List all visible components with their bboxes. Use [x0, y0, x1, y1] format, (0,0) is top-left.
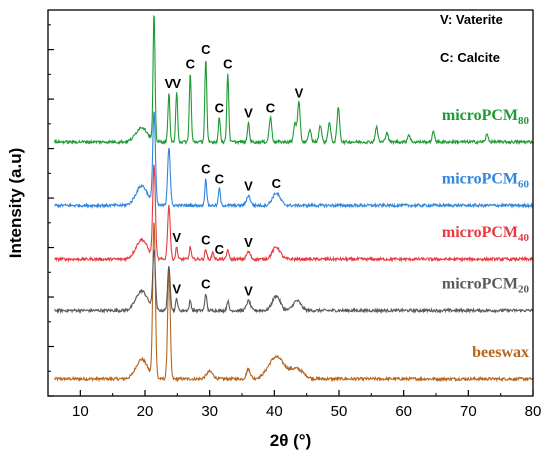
series-label-main: microPCM — [442, 224, 518, 241]
series-line-microPCM60 — [54, 111, 534, 210]
peak-annotation: V — [172, 76, 181, 91]
x-tick-label: 50 — [331, 403, 348, 420]
peak-annotation: C — [201, 232, 211, 247]
legend-note-vaterite: V: Vaterite — [440, 12, 503, 27]
peak-annotation: V — [244, 235, 253, 250]
legend-note-calcite: C: Calcite — [440, 50, 500, 65]
peak-annotation: V — [165, 76, 174, 91]
series-label-subscript: 40 — [518, 232, 530, 244]
x-tick-label: 70 — [460, 403, 477, 420]
peak-annotation: V — [244, 179, 253, 194]
series-label-main: microPCM — [442, 107, 518, 124]
x-tick-label: 60 — [395, 403, 412, 420]
series-line-microPCM80 — [53, 14, 534, 146]
axis-layer: 10 20 30 40 50 60 70 80 — [48, 24, 542, 420]
x-tick-label: 10 — [72, 403, 89, 420]
series-label-main: beeswax — [472, 344, 529, 361]
x-axis-title: 2θ (°) — [270, 431, 312, 450]
series-label-beeswax: beeswax — [472, 344, 529, 361]
series-label-layer: beeswaxmicroPCM20microPCM40microPCM60mic… — [442, 107, 530, 361]
series-label-subscript: 20 — [518, 284, 530, 296]
series-label-main: microPCM — [442, 276, 518, 293]
peak-annotation: C — [272, 176, 282, 191]
plot-frame — [47, 9, 534, 397]
series-label-subscript: 60 — [518, 178, 530, 190]
peak-annotation: V — [172, 230, 181, 245]
series-label-subscript: 80 — [518, 115, 530, 127]
peak-annotation: C — [201, 162, 211, 177]
peak-annotation: C — [201, 42, 211, 57]
series-label-main: microPCM — [442, 170, 518, 187]
peak-annotation: C — [215, 171, 225, 186]
peak-annotation: C — [215, 242, 225, 257]
series-line-microPCM20 — [54, 249, 534, 315]
x-tick-label: 20 — [137, 403, 154, 420]
x-tick-label: 80 — [525, 403, 542, 420]
peak-annotation: C — [201, 276, 211, 291]
peak-annotation: C — [266, 100, 276, 115]
peak-annotation: V — [244, 105, 253, 120]
series-label-microPCM40: microPCM40 — [442, 224, 530, 244]
series-label-microPCM60: microPCM60 — [442, 170, 530, 190]
peak-annotation: C — [223, 57, 233, 72]
series-line-microPCM40 — [54, 164, 534, 263]
y-axis-title: Intensity (a.u) — [6, 148, 25, 259]
peak-annotation: V — [295, 86, 304, 101]
peak-annotation: C — [215, 100, 225, 115]
peak-annotation: C — [186, 57, 196, 72]
series-line-beeswax — [53, 222, 534, 383]
series-label-microPCM80: microPCM80 — [442, 107, 530, 127]
peak-annotation: V — [172, 281, 181, 296]
series-layer — [53, 14, 534, 383]
x-tick-label: 40 — [266, 403, 283, 420]
peak-annotation: V — [244, 284, 253, 299]
series-label-microPCM20: microPCM20 — [442, 276, 530, 296]
x-tick-label: 30 — [201, 403, 218, 420]
